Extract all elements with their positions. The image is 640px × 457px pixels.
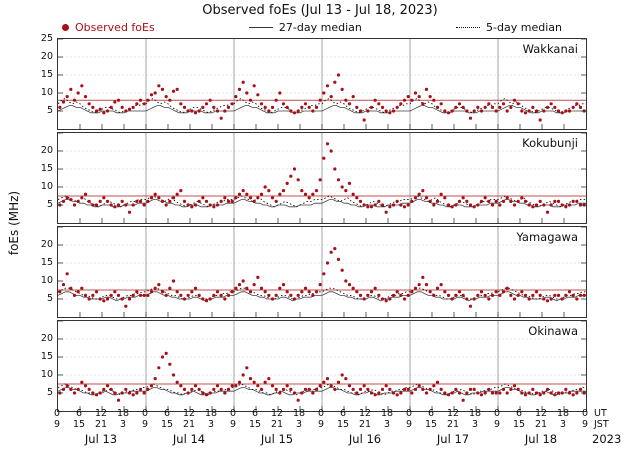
x-tick-label: 12 21: [534, 408, 548, 430]
x-tick-label: 6 15: [160, 408, 174, 430]
y-tick-label: 20: [40, 145, 53, 156]
x-tick-label: 6 15: [72, 408, 86, 430]
station-label: Wakkanai: [522, 42, 578, 56]
day-label: Jul 15: [260, 432, 294, 446]
panel-okinawa: Okinawa 20 15 10 5: [41, 320, 587, 412]
x-tick-label: 6 15: [336, 408, 350, 430]
y-tick-label: 15: [40, 351, 53, 362]
y-tick-label: 5: [46, 105, 53, 116]
y-tick-label: 15: [40, 163, 53, 174]
x-tick-label: 12 21: [446, 408, 460, 430]
legend-item-observed: Observed foEs: [62, 21, 155, 34]
x-tick-label: 18 3: [468, 408, 482, 430]
y-tick-label: 10: [40, 87, 53, 98]
day-label: Jul 17: [436, 432, 470, 446]
jst-label: JST: [594, 418, 609, 430]
x-tick-label: 12 21: [358, 408, 372, 430]
x-tick-label: 6 15: [424, 408, 438, 430]
panel-kokubunji: Kokubunji 20 15 10 5: [41, 132, 587, 224]
plot-area-kokubunji: [58, 133, 586, 223]
panel-wakkanai: Wakkanai 25 20 15 10 5: [41, 33, 587, 130]
day-label: Jul 18: [524, 432, 558, 446]
y-tick-label: 20: [40, 239, 53, 250]
day-label: Jul 14: [172, 432, 206, 446]
legend-item-27day-median: 27-day median: [248, 21, 362, 34]
x-tick-label: 18 3: [380, 408, 394, 430]
y-tick-label: 10: [40, 181, 53, 192]
day-label: Jul 16: [348, 432, 382, 446]
observed-dot-icon: [62, 24, 69, 31]
y-axis-title: foEs (MHz): [7, 190, 21, 256]
y-tick-label: 5: [46, 199, 53, 210]
solid-line-icon: [248, 27, 273, 28]
legend-item-5day-median: 5-day median: [456, 21, 562, 34]
y-tick-label: 15: [40, 69, 53, 80]
y-tick-label: 20: [40, 51, 53, 62]
x-tick-label: 6 15: [512, 408, 526, 430]
x-tick-label: 12 21: [182, 408, 196, 430]
ut-label: UT: [594, 408, 607, 419]
day-label: Jul 13: [84, 432, 118, 446]
plot-area-wakkanai: [58, 39, 586, 129]
x-tick-label: 18 3: [292, 408, 306, 430]
x-tick-label: 12 21: [270, 408, 284, 430]
station-label: Okinawa: [528, 324, 578, 338]
x-tick-label: 12 21: [94, 408, 108, 430]
x-tick-label: 18 3: [556, 408, 570, 430]
panel-stack: Wakkanai 25 20 15 10 5 Kokubunji 20 15 10 5 Yam…: [41, 33, 587, 414]
legend-label-observed: Observed foEs: [75, 21, 155, 34]
plot-area-okinawa: [58, 321, 586, 411]
panel-yamagawa: Yamagawa 20 15 10 5: [41, 226, 587, 318]
y-tick-label: 5: [46, 293, 53, 304]
y-tick-label: 10: [40, 369, 53, 380]
day-labels: Jul 13 Jul 14 Jul 15 Jul 16 Jul 17 Jul 18: [57, 432, 585, 448]
y-tick-label: 25: [40, 33, 53, 44]
y-tick-label: 5: [46, 387, 53, 398]
dotted-line-icon: [456, 27, 481, 28]
y-tick-label: 15: [40, 257, 53, 268]
station-label: Yamagawa: [516, 230, 578, 244]
y-tick-label: 10: [40, 275, 53, 286]
legend-label-5day: 5-day median: [486, 21, 562, 34]
legend: Observed foEs 27-day median 5-day median: [62, 21, 562, 34]
x-axis-labels: 0 9 6 15 12 21 18 3 0 9 6 15 12 21 18 3 0 9 6 15 12 21 18 3 0 9 6 1…: [53, 408, 589, 431]
x-tick-label: 6 15: [248, 408, 262, 430]
x-tick-label: 18 3: [116, 408, 130, 430]
plot-area-yamagawa: [58, 227, 586, 317]
legend-label-27day: 27-day median: [278, 21, 362, 34]
chart-title: Observed foEs (Jul 13 - Jul 18, 2023): [202, 3, 438, 18]
y-tick-label: 20: [40, 333, 53, 344]
x-tick-label: 18 3: [204, 408, 218, 430]
station-label: Kokubunji: [522, 136, 578, 150]
timezone-labels: UT JST: [594, 408, 609, 430]
year-label: 2023: [592, 432, 622, 446]
